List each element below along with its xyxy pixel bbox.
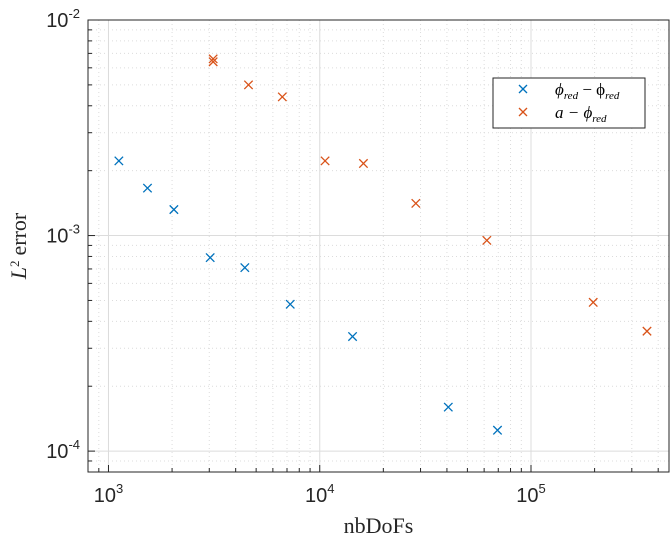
legend-entry-1: ϕred − ϕred (518, 80, 620, 102)
y-axis-title: L2 error (6, 212, 31, 280)
y-tick-label: 10-2 (46, 6, 80, 32)
data-point-series-2 (411, 198, 421, 209)
y-axis-title-base: L (6, 267, 31, 280)
x-tick-label: 104 (305, 481, 334, 507)
data-point-series-1 (240, 262, 250, 273)
legend-label-1: ϕred − ϕred (555, 80, 620, 102)
data-point-series-2 (243, 80, 254, 90)
legend-box (492, 77, 646, 129)
data-point-series-2 (482, 235, 492, 246)
data-point-series-1 (347, 331, 358, 342)
x-tick-label: 103 (94, 481, 123, 507)
x-axis-title: nbDoFs (344, 513, 414, 538)
y-tick-label: 10-4 (46, 437, 80, 463)
data-point-series-1 (492, 425, 503, 435)
data-point-series-1 (205, 252, 215, 263)
legend-entry-2: a − ϕred (518, 103, 607, 125)
y-tick-label: 10-3 (46, 222, 80, 248)
data-point-series-2 (588, 297, 598, 307)
legend-label-2: a − ϕred (555, 103, 607, 125)
data-point-series-2 (208, 57, 218, 67)
data-point-series-1 (142, 183, 153, 193)
data-point-series-1 (443, 402, 453, 412)
data-point-series-2 (358, 158, 369, 169)
axes-box (87, 19, 670, 473)
axis-ticks: 103 104 105 10-4 10-3 10-2 (46, 6, 659, 507)
data-point-series-1 (169, 204, 179, 215)
x-tick-label: 105 (516, 481, 545, 507)
data-point-series-1 (285, 299, 295, 309)
data-markers (114, 54, 652, 435)
data-point-series-2 (320, 156, 330, 166)
legend-marker-2 (518, 107, 528, 117)
y-axis-title-rest: error (6, 212, 31, 255)
legend-marker-1 (518, 84, 528, 94)
data-point-series-2 (208, 54, 218, 64)
data-point-series-1 (114, 156, 124, 166)
legend: ϕred − ϕred a − ϕred (492, 77, 646, 129)
data-point-series-2 (277, 92, 287, 102)
y-axis-title-sup: 2 (7, 261, 22, 268)
data-point-series-2 (642, 326, 652, 336)
